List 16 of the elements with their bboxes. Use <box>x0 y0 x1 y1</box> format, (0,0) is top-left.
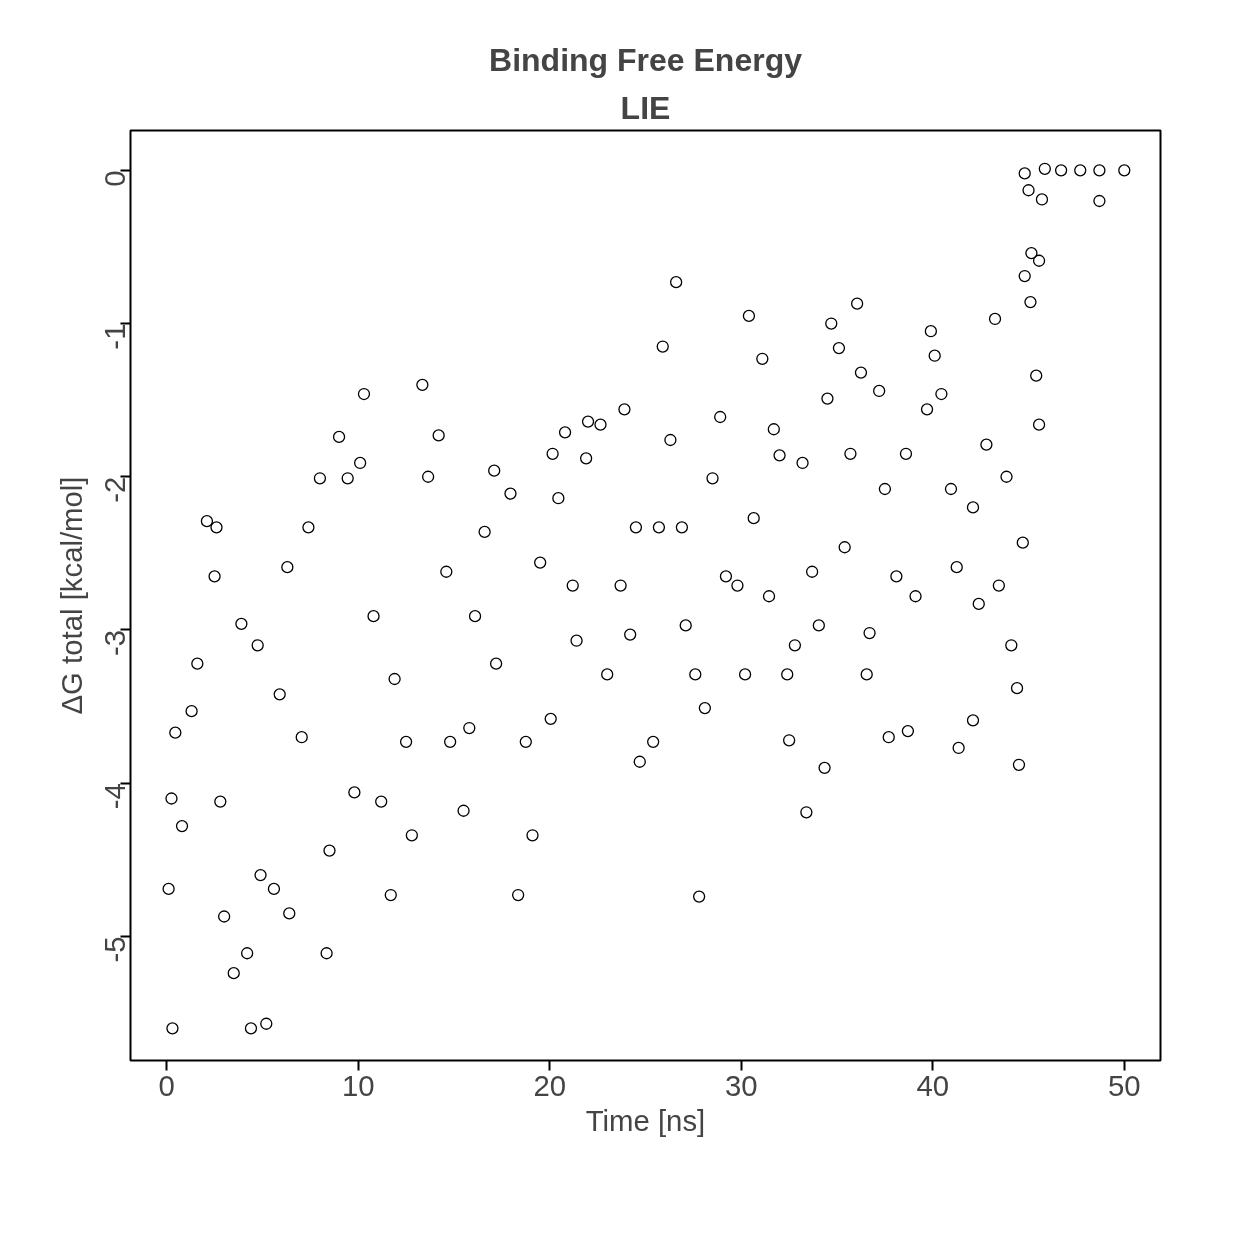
x-axis-title: Time [ns] <box>585 1103 706 1137</box>
x-tick-label: 50 <box>1107 1068 1141 1102</box>
x-tick-label: 30 <box>724 1068 758 1102</box>
chart-title: Binding Free Energy <box>489 41 803 78</box>
y-tick-label: -5 <box>98 936 132 963</box>
x-tick-label: 40 <box>916 1068 950 1102</box>
y-tick-label: -3 <box>98 629 132 657</box>
chart-subtitle: LIE <box>620 89 671 126</box>
y-tick-label: -4 <box>98 783 132 810</box>
x-tick-label: 10 <box>341 1068 375 1102</box>
y-tick-label: -2 <box>98 476 132 503</box>
y-axis-title: ΔG total [kcal/mol] <box>54 476 88 715</box>
y-tick-label: -1 <box>98 323 132 350</box>
x-tick-label: 0 <box>158 1068 175 1102</box>
x-tick-label: 20 <box>533 1068 567 1102</box>
y-tick-label: 0 <box>98 170 132 187</box>
